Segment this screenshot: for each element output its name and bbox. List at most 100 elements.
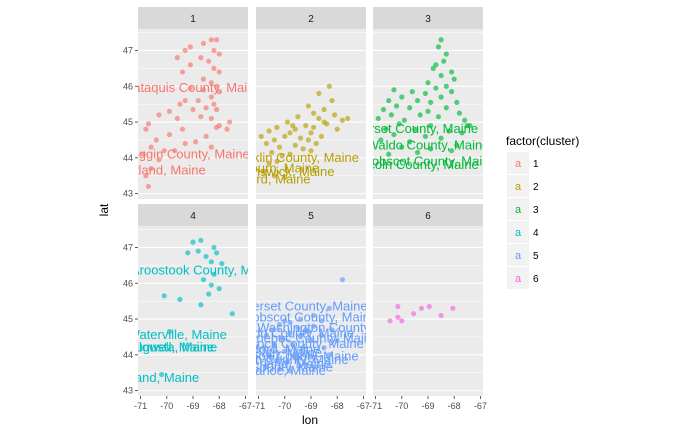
data-point xyxy=(426,303,432,310)
legend-keys: a 1a 2a 3a 4a 5a 6 xyxy=(507,152,539,289)
data-point xyxy=(326,352,332,358)
point-label: Oxford, Maine xyxy=(239,341,321,356)
point-label: Waldo County, Maine xyxy=(231,325,354,340)
point-label: Franklin County, Maine xyxy=(226,150,359,165)
y-tick-label: 46 xyxy=(123,81,133,91)
data-point xyxy=(271,173,277,179)
data-point xyxy=(216,123,222,129)
data-point xyxy=(418,305,425,311)
data-point xyxy=(166,328,173,335)
facet-strip xyxy=(373,204,483,226)
gridlines xyxy=(373,229,483,392)
data-point xyxy=(329,327,335,333)
data-point xyxy=(417,112,423,118)
data-point xyxy=(305,103,311,109)
data-point xyxy=(158,371,165,378)
data-point xyxy=(179,69,186,75)
data-point xyxy=(422,133,428,139)
data-point xyxy=(456,110,463,116)
data-point xyxy=(295,325,301,331)
facet-strip-label: 6 xyxy=(425,211,431,222)
data-point xyxy=(156,112,162,118)
data-point xyxy=(156,157,162,163)
data-point xyxy=(213,83,220,89)
data-point xyxy=(380,106,387,113)
data-point xyxy=(425,108,431,114)
data-point xyxy=(425,80,431,86)
y-tick-label: 47 xyxy=(123,242,133,252)
data-point xyxy=(339,117,346,123)
x-tick-label: -67 xyxy=(239,401,252,411)
point-label: Androscoggin County, Maine xyxy=(84,146,250,161)
data-point xyxy=(430,65,436,71)
data-point xyxy=(414,97,421,104)
data-point xyxy=(412,126,418,132)
data-point xyxy=(391,87,397,93)
data-point xyxy=(211,65,217,71)
x-tick-label: -67 xyxy=(474,401,487,411)
data-point xyxy=(190,106,196,113)
data-point xyxy=(438,72,444,79)
point-label: Aroostook County, Maine xyxy=(131,263,276,278)
data-point xyxy=(213,37,220,43)
data-point xyxy=(153,137,159,143)
point-label: Sagadahoc, Maine xyxy=(218,363,326,378)
data-point xyxy=(211,101,217,107)
data-point xyxy=(208,37,214,43)
data-point xyxy=(227,119,233,125)
data-point xyxy=(454,142,460,148)
data-point xyxy=(339,277,346,283)
data-point xyxy=(311,323,317,329)
data-point xyxy=(326,83,332,89)
data-point xyxy=(143,173,149,179)
data-point xyxy=(433,85,439,91)
legend-key-background xyxy=(507,267,529,289)
point-label: Lincoln County, Maine xyxy=(221,352,349,367)
y-tick-label: 45 xyxy=(123,314,133,324)
data-point xyxy=(182,140,188,147)
y-tick-label: 44 xyxy=(123,350,133,360)
data-point xyxy=(261,169,267,175)
point-label: Kennebec County, Maine xyxy=(233,331,378,346)
data-point xyxy=(383,126,389,132)
data-point xyxy=(399,94,405,100)
panel-background xyxy=(373,226,483,396)
legend-label: 1 xyxy=(533,159,539,170)
data-point xyxy=(313,140,319,147)
data-point xyxy=(145,183,152,190)
facet-strip xyxy=(138,7,248,29)
gridlines xyxy=(138,32,248,195)
data-point xyxy=(203,253,209,260)
data-point xyxy=(407,139,413,145)
y-tick-label: 43 xyxy=(123,386,133,396)
x-tick-label: -70 xyxy=(278,401,291,411)
data-point xyxy=(287,330,293,336)
data-point xyxy=(396,121,402,127)
data-point xyxy=(140,151,146,157)
data-point xyxy=(258,133,264,139)
y-tick-label: 43 xyxy=(123,189,133,199)
legend-label: 4 xyxy=(533,228,539,239)
data-point xyxy=(451,76,457,82)
data-point xyxy=(435,44,442,50)
point-label: Piscataquis County, Maine xyxy=(109,80,262,95)
data-point xyxy=(399,144,405,150)
data-point xyxy=(200,277,207,283)
data-point xyxy=(174,55,180,61)
legend-key-glyph: a xyxy=(515,250,522,262)
data-point xyxy=(219,260,225,267)
data-point xyxy=(274,124,280,131)
annotations: Piscataquis County, Maine Androscoggin Co… xyxy=(84,80,262,177)
facet-strip xyxy=(256,7,366,29)
point-label: Auburn, Maine xyxy=(235,161,320,176)
point-label: Somerset County, Maine xyxy=(336,121,478,136)
facet-strip xyxy=(373,7,483,29)
data-point xyxy=(200,76,207,82)
data-point xyxy=(399,318,405,324)
x-tick-label: -68 xyxy=(448,401,461,411)
data-point xyxy=(441,58,447,64)
data-point xyxy=(446,128,452,134)
data-point xyxy=(435,114,442,120)
